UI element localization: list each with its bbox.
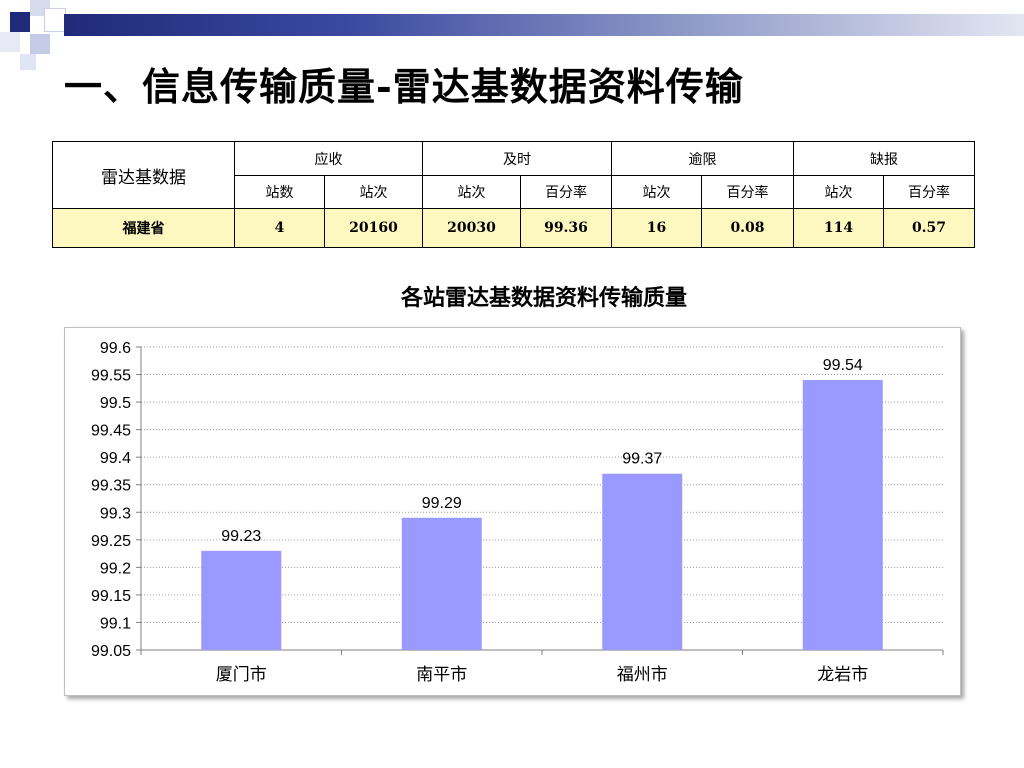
y-tick-label: 99.55 — [91, 368, 131, 385]
x-category-label: 福州市 — [617, 665, 668, 685]
chart-title: 各站雷达基数据资料传输质量 — [400, 285, 687, 311]
data-label: 99.29 — [422, 495, 462, 512]
table-row: 福建省 4 20160 20030 99.36 16 0.08 114 0.57 — [52, 208, 975, 248]
y-tick-label: 99.35 — [91, 478, 131, 495]
group-header: 应收 — [234, 141, 423, 176]
table-cell: 20160 — [324, 208, 423, 248]
table-cell: 20030 — [422, 208, 521, 248]
sub-header: 百分率 — [883, 175, 975, 209]
table-cell: 4 — [234, 208, 325, 248]
group-header: 逾限 — [611, 141, 794, 176]
table-cell: 0.57 — [883, 208, 975, 248]
table-cell: 114 — [793, 208, 884, 248]
bar — [201, 550, 282, 650]
deco-square-light — [0, 32, 20, 52]
x-category-label: 南平市 — [416, 665, 467, 685]
sub-header: 站次 — [324, 175, 423, 209]
deco-square-light — [20, 54, 36, 70]
sub-header: 站次 — [793, 175, 884, 209]
title-bar — [64, 14, 1024, 36]
deco-square-outline — [44, 8, 66, 32]
row-label: 福建省 — [52, 208, 235, 248]
sub-header: 百分率 — [701, 175, 794, 209]
y-tick-label: 99.3 — [100, 505, 131, 522]
sub-header: 百分率 — [520, 175, 612, 209]
x-category-label: 厦门市 — [216, 665, 267, 685]
y-tick-label: 99.15 — [91, 588, 131, 605]
table-cell: 0.08 — [701, 208, 794, 248]
sub-header: 站次 — [422, 175, 521, 209]
bar — [401, 517, 482, 650]
data-label: 99.23 — [221, 528, 261, 545]
table-cell: 99.36 — [520, 208, 612, 248]
deco-square-dark — [10, 12, 30, 32]
table-corner-header: 雷达基数据 — [52, 141, 235, 209]
y-tick-label: 99.6 — [100, 340, 131, 357]
y-tick-label: 99.25 — [91, 533, 131, 550]
data-label: 99.37 — [622, 451, 662, 468]
y-tick-label: 99.1 — [100, 615, 131, 632]
bar — [802, 380, 883, 650]
bar — [602, 473, 683, 650]
y-tick-label: 99.4 — [100, 450, 131, 467]
y-tick-label: 99.45 — [91, 423, 131, 440]
group-header: 缺报 — [793, 141, 975, 176]
summary-table: 雷达基数据 应收 及时 逾限 缺报 站数 站次 站次 百分率 站次 百分率 站次… — [52, 141, 975, 248]
y-tick-label: 99.2 — [100, 560, 131, 577]
y-tick-label: 99.5 — [100, 395, 131, 412]
group-header: 及时 — [422, 141, 612, 176]
sub-header: 站次 — [611, 175, 702, 209]
bar-chart: 99.05 99.1 99.15 99.2 99.25 99.3 99.35 99.4 99.4… — [91, 340, 944, 685]
data-label: 99.54 — [823, 357, 863, 374]
y-tick-label: 99.05 — [91, 643, 131, 660]
deco-square-medium — [30, 34, 50, 54]
slide-title: 一、信息传输质量-雷达基数据资料传输 — [64, 64, 744, 109]
sub-header: 站数 — [234, 175, 325, 209]
x-category-label: 龙岩市 — [817, 665, 868, 685]
chart-frame: 99.05 99.1 99.15 99.2 99.25 99.3 99.35 99.4 99.4… — [64, 327, 961, 696]
table-cell: 16 — [611, 208, 702, 248]
